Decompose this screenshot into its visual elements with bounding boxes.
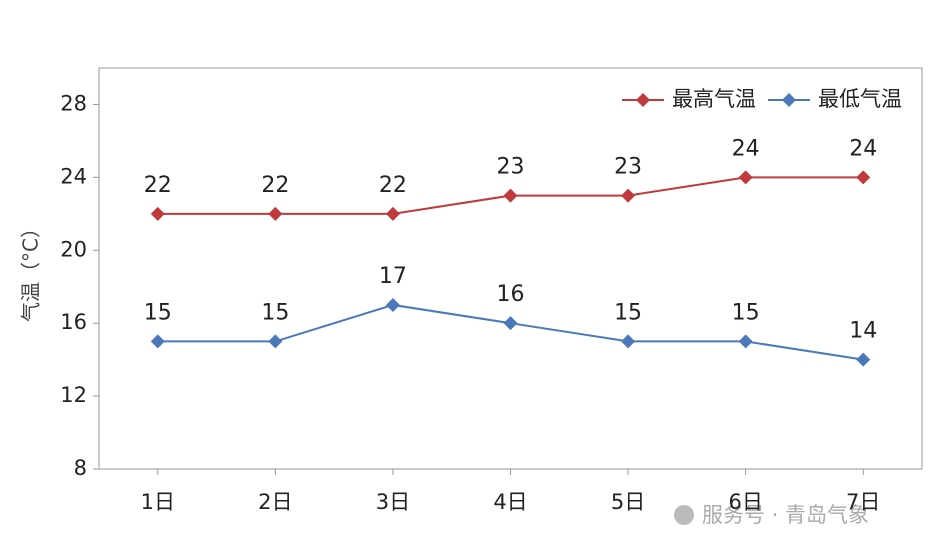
point-marker — [503, 316, 518, 331]
value-label: 23 — [614, 155, 642, 180]
x-tick-label: 5日 — [611, 490, 645, 514]
y-tick-label: 8 — [74, 456, 87, 480]
x-tick-label: 1日 — [141, 490, 175, 514]
legend-label: 最高气温 — [672, 87, 756, 111]
x-tick-label: 6日 — [728, 490, 762, 514]
point-marker — [856, 170, 871, 185]
value-label: 15 — [144, 300, 172, 325]
watermark-icon — [674, 505, 694, 525]
point-marker — [856, 352, 871, 367]
value-label: 16 — [497, 282, 525, 307]
y-tick-label: 16 — [60, 310, 87, 334]
value-label: 15 — [614, 300, 642, 325]
point-marker — [150, 334, 165, 349]
watermark: 服务号 · 青岛气象 — [674, 503, 869, 527]
value-label: 15 — [732, 300, 760, 325]
legend-marker — [636, 93, 650, 107]
value-label: 15 — [261, 300, 289, 325]
plot-frame — [98, 67, 923, 470]
point-marker — [385, 297, 400, 312]
point-marker — [503, 188, 518, 203]
y-tick-label: 28 — [60, 91, 87, 115]
legend-marker — [782, 93, 796, 107]
x-tick-label: 7日 — [846, 490, 880, 514]
y-axis-label: 气温（°C） — [19, 218, 43, 322]
y-tick-label: 20 — [60, 237, 87, 261]
point-marker — [150, 206, 165, 221]
x-tick-label: 4日 — [493, 490, 527, 514]
point-marker — [738, 334, 753, 349]
y-tick-label: 24 — [60, 164, 87, 188]
value-label: 22 — [261, 173, 289, 198]
point-marker — [738, 170, 753, 185]
point-marker — [268, 334, 283, 349]
y-tick-label: 12 — [60, 383, 87, 407]
x-tick-label: 3日 — [376, 490, 410, 514]
value-label: 17 — [379, 264, 407, 289]
value-label: 23 — [497, 155, 525, 180]
point-marker — [385, 206, 400, 221]
value-label: 22 — [144, 173, 172, 198]
x-tick-label: 2日 — [258, 490, 292, 514]
value-label: 24 — [732, 136, 760, 161]
point-marker — [268, 206, 283, 221]
point-marker — [621, 188, 636, 203]
value-label: 22 — [379, 173, 407, 198]
legend-label: 最低气温 — [818, 87, 902, 111]
watermark-text: 服务号 · 青岛气象 — [702, 503, 869, 527]
value-label: 14 — [849, 319, 877, 344]
value-label: 24 — [849, 136, 877, 161]
point-marker — [621, 334, 636, 349]
